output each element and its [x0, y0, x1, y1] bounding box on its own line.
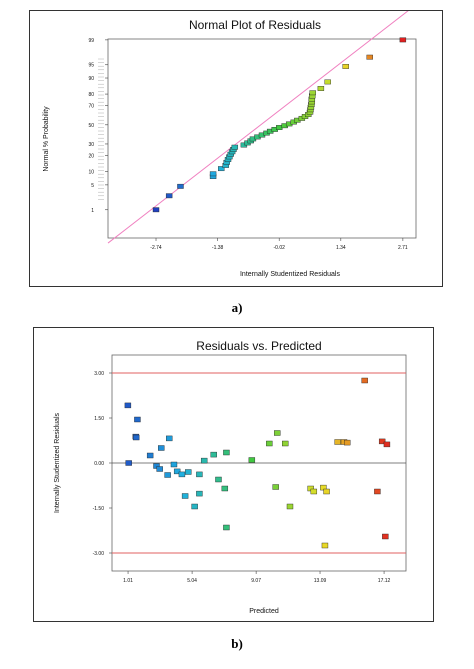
- residuals-point: [272, 484, 279, 490]
- residuals-point: [321, 542, 329, 549]
- residuals-ytick-label: -1.50: [93, 506, 105, 512]
- normal-plot-ytick-label: 30: [88, 142, 94, 148]
- normal-plot-point: [152, 207, 160, 213]
- residuals-point: [215, 476, 222, 483]
- normal-plot-point: [276, 125, 283, 130]
- normal-plot-ytick-label: 10: [88, 170, 94, 176]
- residuals-ytick-label: 1.50: [94, 416, 104, 422]
- normal-plot-lines: [107, 11, 409, 244]
- residuals-ytick-label: -3.00: [93, 551, 105, 557]
- normal-plot-ytick-label: 80: [88, 92, 94, 98]
- residuals-vs-predicted-chart: Residuals vs. Predicted Predicted Intern…: [54, 339, 407, 615]
- residuals-vs-predicted-lines: [112, 372, 406, 554]
- residuals-point: [282, 440, 289, 447]
- normal-plot-xlabel: Internally Studentized Residuals: [240, 271, 341, 278]
- residuals-point: [164, 472, 171, 478]
- normal-plot-ytick-label: 70: [88, 104, 94, 110]
- residuals-vs-predicted-title: Residuals vs. Predicted: [196, 339, 321, 353]
- caption-b: b): [231, 636, 243, 651]
- residuals-point: [223, 449, 230, 456]
- normal-plot-point: [309, 90, 316, 96]
- normal-plot-ytick-label: 20: [88, 154, 94, 160]
- residuals-point: [310, 488, 318, 495]
- normal-plot-points: [152, 37, 407, 213]
- residuals-point: [181, 493, 189, 499]
- residuals-point: [178, 471, 186, 478]
- residuals-point: [221, 485, 229, 492]
- residuals-xtick-label: 13.09: [314, 578, 327, 584]
- residuals-point: [156, 466, 163, 472]
- normal-plot-xtick-label: -2.74: [150, 245, 162, 251]
- residuals-point: [124, 402, 132, 409]
- residuals-vs-predicted-points: [124, 377, 391, 549]
- caption-a: a): [231, 300, 243, 315]
- normal-plot-ytick-label: 5: [91, 183, 94, 189]
- residuals-point: [170, 461, 178, 468]
- normal-plot-ytick-label: 99: [88, 38, 94, 44]
- normal-plot-reference-line: [107, 11, 409, 244]
- residuals-point: [185, 469, 192, 475]
- normal-plot-xtick-label: -0.02: [274, 245, 286, 251]
- normal-plot-ytick-label: 90: [88, 76, 94, 82]
- residuals-point: [196, 490, 203, 497]
- normal-plot-xtick-label: 1.34: [336, 245, 346, 251]
- residuals-vs-predicted-ylabel: Internally Studentized Residuals: [54, 413, 61, 514]
- normal-plot-point: [231, 144, 239, 150]
- residuals-point: [344, 439, 351, 446]
- residuals-point: [146, 452, 154, 459]
- residuals-ytick-label: 0.00: [94, 461, 104, 467]
- residuals-vs-predicted-xlabel: Predicted: [249, 608, 279, 615]
- residuals-point: [158, 445, 165, 451]
- normal-plot-point: [209, 171, 217, 177]
- residuals-point: [374, 488, 381, 495]
- normal-plot-point: [324, 79, 331, 85]
- residuals-xtick-label: 9.07: [251, 578, 261, 584]
- residuals-xtick-label: 17.12: [378, 578, 391, 584]
- normal-plot-panel: Normal Plot of Residuals Internally Stud…: [29, 10, 443, 287]
- residuals-point: [200, 457, 208, 464]
- normal-plot-ytick-label: 1: [91, 208, 94, 214]
- normal-plot-xtick-label: 2.71: [398, 245, 408, 251]
- residuals-point: [274, 430, 281, 436]
- residuals-point: [378, 438, 386, 445]
- normal-plot-title: Normal Plot of Residuals: [189, 18, 321, 32]
- normal-plot-chart: Normal Plot of Residuals Internally Stud…: [43, 11, 417, 278]
- normal-plot-point: [399, 37, 407, 43]
- residuals-point: [334, 439, 341, 445]
- residuals-point: [383, 441, 391, 448]
- residuals-point: [286, 503, 294, 510]
- residuals-xtick-label: 5.04: [187, 578, 197, 584]
- residuals-point: [196, 471, 203, 478]
- residuals-point: [134, 416, 141, 423]
- normal-plot-ytick-label: 95: [88, 63, 94, 69]
- residuals-point: [248, 457, 256, 463]
- residuals-point: [323, 488, 330, 495]
- normal-plot-point: [218, 166, 225, 172]
- normal-plot-point: [342, 64, 349, 69]
- normal-plot-point: [317, 86, 325, 91]
- residuals-point: [132, 434, 140, 441]
- residuals-point: [210, 451, 217, 458]
- residuals-point: [382, 533, 389, 540]
- residuals-point: [125, 460, 132, 466]
- residuals-xtick-label: 1.01: [123, 578, 133, 584]
- residuals-point: [166, 435, 173, 442]
- normal-plot-point: [165, 193, 173, 199]
- residuals-ytick-label: 3.00: [94, 371, 104, 377]
- residuals-point: [173, 468, 181, 475]
- normal-plot-xtick-label: -1.38: [212, 245, 224, 251]
- residuals-point: [361, 377, 368, 384]
- normal-plot-ytick-label: 50: [88, 123, 94, 129]
- normal-plot-point: [177, 183, 184, 189]
- normal-plot-ticks: -2.74 -1.38 -0.02 1.34 2.71 1 5 10 20 30 50 70 80 90 9…: [88, 38, 408, 251]
- residuals-point: [223, 524, 230, 531]
- residuals-point: [266, 440, 273, 447]
- normal-plot-point: [366, 54, 373, 60]
- normal-plot-ylabel: Normal % Probability: [43, 106, 50, 172]
- normal-plot-frame: [107, 38, 417, 239]
- residuals-vs-predicted-ticks: 1.01 5.04 9.07 13.09 17.12 3.00 1.50 0.00 -1.50 -…: [93, 371, 391, 584]
- residuals-point: [191, 503, 198, 510]
- residuals-vs-predicted-panel: Residuals vs. Predicted Predicted Intern…: [33, 327, 434, 622]
